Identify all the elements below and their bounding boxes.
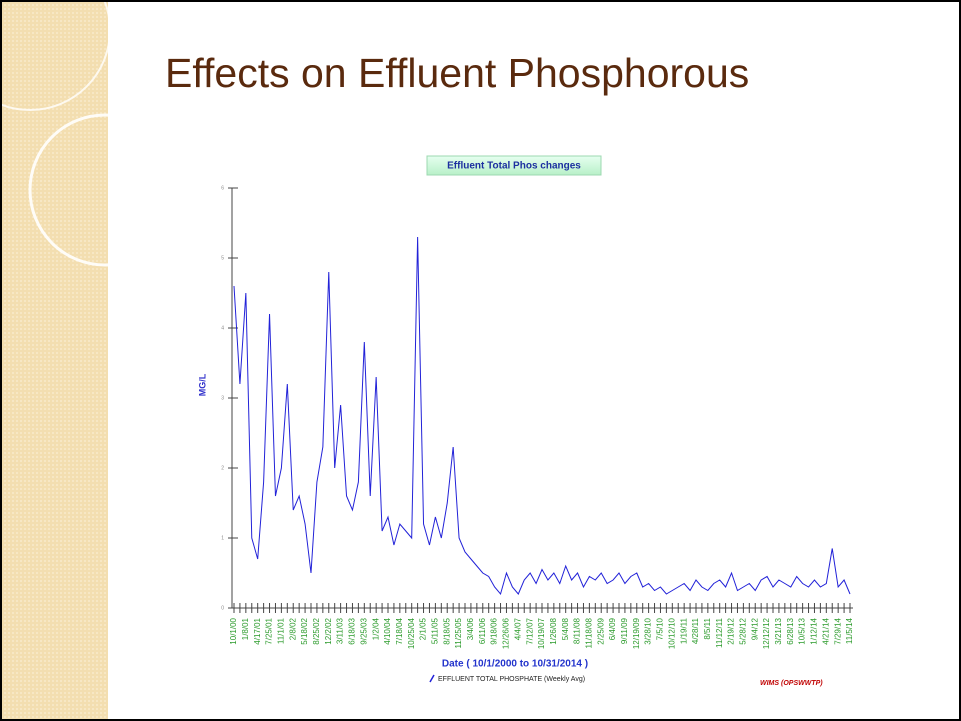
y-tick-label: 3 — [221, 395, 224, 401]
x-tick-label: 10/1/00 — [229, 617, 238, 644]
x-tick-label: 8/5/11 — [703, 617, 712, 639]
chart-title: Effluent Total Phos changes — [447, 161, 581, 172]
x-tick-label: 4/4/07 — [513, 617, 522, 640]
x-tick-label: 6/28/13 — [786, 617, 795, 644]
y-tick-label: 1 — [221, 535, 224, 541]
x-tick-label: 8/11/08 — [573, 617, 582, 644]
x-tick-label: 10/5/13 — [798, 617, 807, 644]
legend-label: EFFLUENT TOTAL PHOSPHATE (Weekly Avg) — [438, 676, 585, 683]
x-tick-label: 10/19/07 — [537, 617, 546, 649]
x-tick-label: 12/12/12 — [762, 617, 771, 649]
x-tick-label: 1/26/08 — [549, 617, 558, 644]
x-tick-label: 11/12/11 — [715, 617, 724, 648]
x-tick-label: 5/11/05 — [430, 617, 439, 644]
x-tick-label: 8/25/02 — [312, 617, 321, 644]
x-tick-label: 7/25/01 — [265, 617, 274, 644]
y-tick-label: 5 — [221, 255, 224, 261]
x-tick-label: 1/12/14 — [810, 617, 819, 644]
x-tick-label: 4/10/04 — [383, 617, 392, 644]
x-tick-label: 4/17/01 — [253, 617, 262, 644]
legend-swatch — [429, 674, 435, 683]
x-tick-label: 2/25/09 — [596, 617, 605, 644]
chart-title-box — [426, 155, 602, 176]
y-tick-label: 6 — [221, 185, 224, 191]
x-axis-label: Date ( 10/1/2000 to 10/31/2014 ) — [442, 659, 588, 670]
x-tick-label: 11/1/01 — [276, 617, 285, 644]
x-tick-label: 2/1/05 — [419, 617, 428, 640]
y-axis-label: MG/L — [197, 373, 207, 396]
x-tick-label: 5/4/08 — [561, 617, 570, 640]
x-tick-label: 11/18/08 — [584, 617, 593, 648]
x-tick-label: 8/18/05 — [442, 617, 451, 644]
x-tick-label: 6/18/03 — [348, 617, 357, 644]
x-tick-label: 7/29/14 — [833, 617, 842, 644]
y-tick-label: 0 — [221, 605, 224, 611]
x-tick-label: 12/19/09 — [632, 617, 641, 649]
x-tick-label: 9/18/06 — [490, 617, 499, 644]
x-tick-label: 4/28/11 — [691, 617, 700, 644]
slide-title: Effects on Effluent Phosphorous — [165, 50, 749, 96]
y-tick-label: 2 — [221, 465, 224, 471]
x-tick-label: 9/11/09 — [620, 617, 629, 644]
decor-circle — [0, 0, 111, 111]
x-tick-label: 7/5/10 — [656, 617, 665, 640]
x-tick-label: 4/21/14 — [821, 617, 830, 644]
x-tick-label: 3/28/10 — [644, 617, 653, 644]
x-tick-label: 7/18/04 — [395, 617, 404, 644]
x-tick-label: 1/2/04 — [371, 617, 380, 640]
x-tick-label: 6/11/06 — [478, 617, 487, 644]
x-tick-label: 10/25/04 — [407, 617, 416, 649]
x-tick-label: 9/25/03 — [359, 617, 368, 644]
x-tick-label: 12/2/02 — [324, 617, 333, 644]
x-tick-label: 2/19/12 — [727, 617, 736, 644]
x-tick-label: 6/4/09 — [608, 617, 617, 640]
x-tick-label: 5/28/12 — [738, 617, 747, 644]
x-tick-label: 12/26/06 — [502, 617, 511, 649]
x-tick-label: 11/25/05 — [454, 617, 463, 648]
source-note: WIMS (OPSWWTP) — [760, 680, 823, 687]
x-tick-label: 1/8/01 — [241, 617, 250, 640]
x-tick-label: 2/8/02 — [288, 617, 297, 640]
x-tick-label: 10/12/10 — [667, 617, 676, 649]
x-tick-label: 7/12/07 — [525, 617, 534, 644]
x-tick-label: 3/11/03 — [336, 617, 345, 644]
x-tick-label: 3/4/06 — [466, 617, 475, 640]
x-tick-label: 3/21/13 — [774, 617, 783, 644]
x-tick-label: 5/18/02 — [300, 617, 309, 644]
side-strip — [1, 1, 108, 720]
y-tick-label: 4 — [221, 325, 224, 331]
data-line — [233, 236, 851, 596]
x-tick-label: 9/4/12 — [750, 617, 759, 640]
x-tick-label: 1/19/11 — [679, 617, 688, 644]
decor-circle — [28, 113, 182, 267]
x-tick-label: 11/5/14 — [845, 617, 854, 644]
